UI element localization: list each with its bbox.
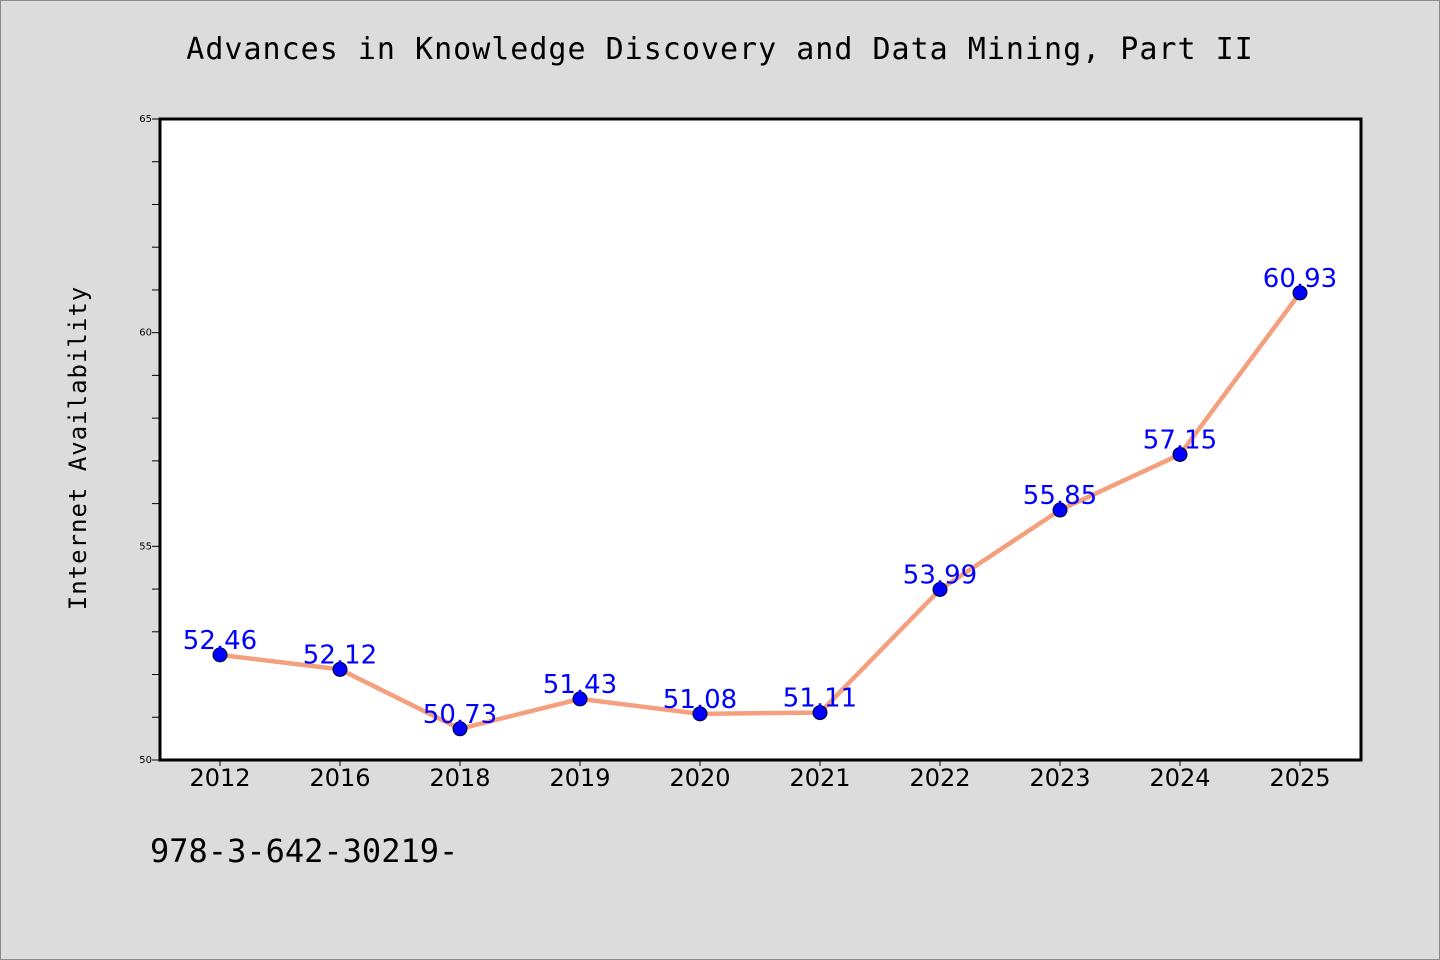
- series-line-group: [217, 290, 1303, 732]
- chart-title: Advances in Knowledge Discovery and Data…: [186, 32, 1254, 67]
- series-line: [217, 290, 1303, 732]
- x-tick-label: 2018: [429, 764, 490, 792]
- y-tick-label: 55: [139, 541, 152, 552]
- data-labels-group: 52.46 52.12 50.73 51.43 51.08 51.11 53.99 55.85…: [183, 264, 1337, 730]
- x-tick-label: 2020: [669, 764, 730, 792]
- data-point: [452, 721, 468, 737]
- data-point: [812, 705, 828, 721]
- x-tick-label: 2016: [309, 764, 370, 792]
- isbn-text: 978-3-642-30219-: [150, 832, 459, 870]
- data-point: [932, 581, 948, 597]
- data-label: 52.12: [303, 640, 377, 670]
- data-point: [1292, 285, 1308, 301]
- data-label: 60.93: [1263, 264, 1337, 294]
- x-tick-label: 2012: [189, 764, 250, 792]
- plot-area: [158, 117, 1363, 762]
- x-tick-label: 2021: [789, 764, 850, 792]
- data-point: [572, 691, 588, 707]
- y-axis-label: Internet Availability: [64, 286, 92, 610]
- data-label: 51.08: [663, 685, 737, 715]
- y-tick-label: 60: [139, 328, 152, 339]
- x-tick-label: 2022: [909, 764, 970, 792]
- x-tick-label: 2025: [1269, 764, 1330, 792]
- y-tick-label: 65: [139, 114, 152, 125]
- data-label: 52.46: [183, 626, 257, 656]
- data-point: [1052, 502, 1068, 518]
- x-tick-label: 2023: [1029, 764, 1090, 792]
- data-point: [212, 647, 228, 663]
- x-axis: 2012 2016 2018 2019 2020 2021 2022 2023 2024 2025: [189, 760, 1331, 792]
- data-point: [1172, 446, 1188, 462]
- data-point: [332, 661, 348, 677]
- data-label: 55.85: [1023, 481, 1097, 511]
- markers-group: [212, 285, 1308, 737]
- data-label: 57.15: [1143, 425, 1217, 455]
- data-label: 51.43: [543, 670, 617, 700]
- y-tick-label: 50: [139, 755, 152, 766]
- x-tick-label: 2019: [549, 764, 610, 792]
- y-axis: 50 55 60 65: [139, 114, 160, 766]
- x-tick-label: 2024: [1149, 764, 1210, 792]
- data-label: 53.99: [903, 560, 977, 590]
- data-label: 51.11: [783, 684, 857, 714]
- data-label: 50.73: [423, 700, 497, 730]
- data-point: [692, 706, 708, 722]
